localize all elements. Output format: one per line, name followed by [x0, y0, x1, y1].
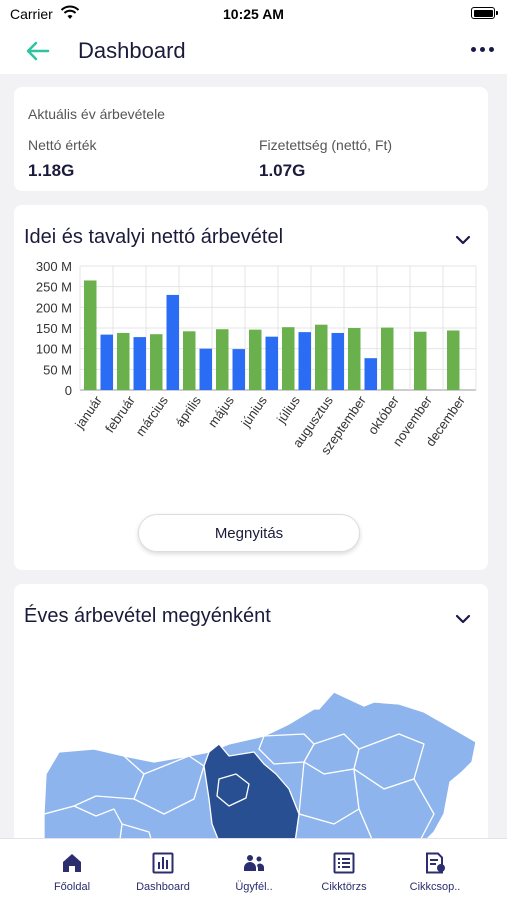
bar	[364, 358, 377, 390]
tab-bar: Főoldal Dashboard Ügyfél.. Cikktörzs	[0, 838, 507, 900]
tab-home-label: Főoldal	[53, 881, 91, 893]
bar	[166, 294, 179, 390]
bar	[133, 337, 146, 390]
revenue-chart-card: Idei és tavalyi nettó árbevétel 0 50 M 100…	[14, 205, 488, 570]
map-card-title: Éves árbevétel megyénként	[24, 605, 271, 627]
net-value: 1.18G	[28, 161, 75, 180]
net-value-label: Nettó érték	[28, 137, 97, 153]
paid-value-label: Fizetettség (nettó, Ft)	[259, 137, 393, 153]
list-icon	[333, 852, 355, 874]
bar	[183, 331, 196, 390]
bar	[117, 332, 130, 390]
more-horizontal-icon[interactable]	[471, 46, 495, 54]
x-tick-label: március	[133, 393, 172, 439]
tab-items-label: Cikktörzs	[321, 881, 367, 893]
y-tick-label: 200 M	[36, 300, 72, 315]
arrow-left-icon[interactable]	[24, 39, 52, 63]
tab-item-groups[interactable]: Cikkcsop..	[385, 839, 485, 900]
chart-title: Idei és tavalyi nettó árbevétel	[24, 226, 284, 248]
bar	[331, 332, 344, 390]
bar	[447, 330, 460, 390]
tab-items[interactable]: Cikktörzs	[294, 839, 394, 900]
document-icon	[426, 852, 445, 874]
bar	[414, 331, 427, 390]
tab-dashboard-label: Dashboard	[136, 881, 190, 893]
battery-icon	[471, 7, 498, 19]
bar	[348, 328, 361, 390]
chevron-down-icon[interactable]	[454, 613, 472, 625]
x-tick-label: június	[238, 393, 271, 431]
tab-dashboard[interactable]: Dashboard	[113, 839, 213, 900]
status-time: 10:25 AM	[223, 6, 284, 22]
tab-customers[interactable]: Ügyfél..	[204, 839, 304, 900]
y-tick-label: 250 M	[36, 280, 72, 295]
tab-item-groups-label: Cikkcsop..	[409, 881, 461, 893]
bar	[100, 334, 113, 390]
y-tick-label: 50 M	[43, 362, 72, 377]
users-icon	[244, 855, 265, 871]
bar	[232, 349, 245, 390]
chevron-down-icon[interactable]	[454, 234, 472, 246]
y-tick-label: 300 M	[36, 259, 72, 274]
paid-value: 1.07G	[259, 161, 306, 180]
map-region-capital	[216, 773, 250, 807]
page-title: Dashboard	[78, 38, 186, 63]
bar	[150, 334, 163, 390]
y-tick-label: 150 M	[36, 321, 72, 336]
tab-home[interactable]: Főoldal	[22, 839, 122, 900]
map-region	[258, 733, 315, 765]
map-region	[43, 748, 145, 815]
bar	[298, 332, 311, 390]
open-button[interactable]: Megnyitás	[138, 514, 360, 552]
bar	[249, 329, 262, 390]
wifi-icon	[60, 5, 80, 19]
bar	[216, 329, 229, 390]
bar	[199, 348, 212, 390]
status-bar: Carrier 10:25 AM	[0, 0, 507, 28]
bar	[265, 336, 278, 390]
y-tick-label: 0	[65, 383, 72, 398]
x-tick-label: január	[71, 393, 105, 433]
bar	[84, 280, 97, 390]
bar-chart-icon	[152, 852, 174, 874]
map-region	[133, 755, 205, 815]
tab-customers-label: Ügyfél..	[235, 881, 273, 893]
y-tick-label: 100 M	[36, 342, 72, 357]
summary-card: Aktuális év árbevétele Nettó érték 1.18G…	[14, 87, 488, 191]
summary-heading: Aktuális év árbevétele	[28, 106, 165, 122]
bar	[282, 327, 295, 390]
carrier-label: Carrier	[10, 6, 53, 22]
x-tick-label: július	[273, 393, 303, 427]
nav-bar: Dashboard	[0, 28, 507, 74]
x-tick-label: május	[205, 393, 237, 430]
x-tick-label: április	[172, 393, 204, 430]
home-icon	[63, 854, 81, 872]
bar	[381, 327, 394, 390]
bar	[315, 324, 328, 390]
